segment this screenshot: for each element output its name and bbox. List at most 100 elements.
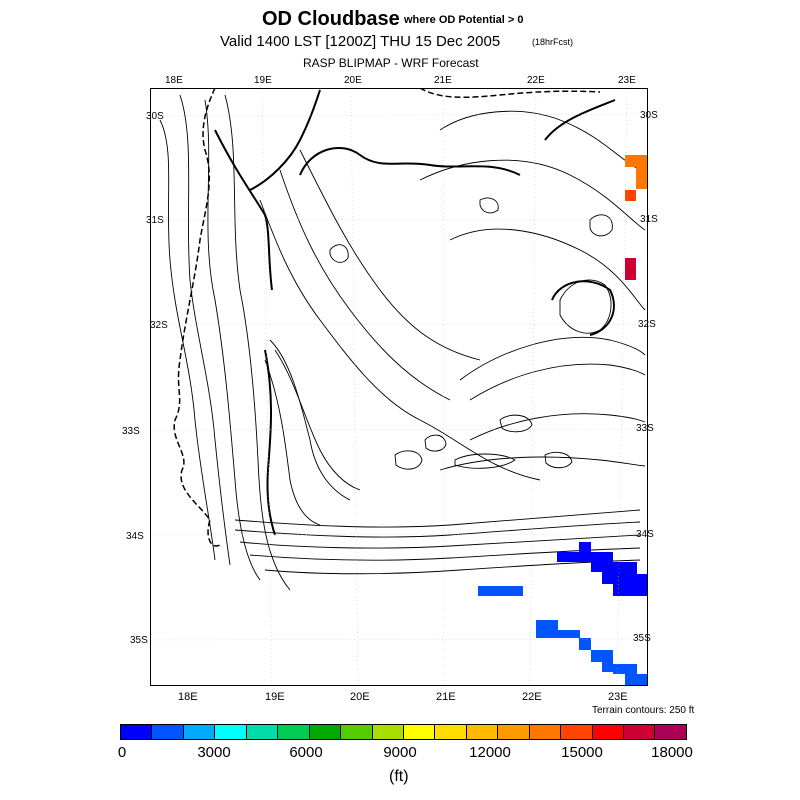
lat-label-right: 32S (638, 319, 656, 330)
terrain-contour (259, 199, 541, 481)
colorbar-tick-label: 12000 (469, 744, 511, 761)
forecast-hour: (18hrFcst) (532, 37, 574, 47)
terrain-contour (424, 434, 447, 452)
colorbar-swatch (309, 725, 342, 739)
od-cloudbase-cell (591, 552, 613, 572)
colorbar-swatch (121, 725, 153, 739)
od-cloudbase-cell (613, 562, 637, 574)
lat-label-left: 30S (146, 111, 164, 122)
terrain-contour (589, 214, 613, 237)
lat-label-left: 31S (146, 215, 164, 226)
thick-contour (264, 349, 276, 536)
od-cloudbase-cell (625, 674, 647, 686)
od-cloudbase-cell (625, 190, 636, 201)
lat-label-right: 33S (636, 423, 654, 434)
coastline (419, 88, 601, 99)
colorbar-tick-label: 18000 (651, 744, 693, 761)
colorbar-swatch (278, 725, 310, 739)
thick-contour (214, 129, 273, 291)
thick-contour (551, 280, 615, 336)
od-cloudbase-cell (613, 574, 648, 596)
colorbar-swatch (498, 725, 530, 739)
lat-label-right: 34S (636, 529, 654, 540)
lon-label-bottom: 18E (178, 691, 198, 703)
terrain-contour (454, 453, 516, 469)
color-scale-bar (120, 724, 687, 740)
terrain-contour (439, 456, 646, 471)
colorbar-units: (ft) (389, 768, 409, 785)
od-cloudbase-cell (636, 167, 647, 189)
thick-contour (249, 89, 321, 191)
colorbar-swatch (624, 725, 656, 739)
thick-contour (299, 146, 521, 176)
colorbar-tick-label: 6000 (289, 744, 323, 761)
od-cloudbase-cell (579, 638, 591, 650)
map-title: OD Cloudbase (262, 8, 400, 30)
terrain-contour (224, 94, 291, 591)
lon-label-bottom: 23E (608, 691, 628, 703)
model-name: RASP BLIPMAP - WRF Forecast (303, 56, 479, 70)
lon-label-top: 21E (434, 75, 452, 86)
title-condition: where OD Potential > 0 (404, 14, 524, 26)
lon-label-top: 23E (618, 75, 636, 86)
terrain-contour (234, 509, 641, 528)
colorbar-swatch (435, 725, 467, 739)
od-cloudbase-cell (602, 662, 613, 672)
lon-label-bottom: 22E (522, 691, 542, 703)
lat-label-right: 30S (640, 110, 658, 121)
colorbar-swatch (372, 725, 404, 739)
od-cloudbase-cell (478, 586, 523, 596)
terrain-contour-note: Terrain contours: 250 ft (592, 705, 695, 716)
od-cloudbase-cell (602, 572, 613, 584)
lon-label-top: 20E (344, 75, 362, 86)
terrain-contour (264, 359, 321, 526)
terrain-contour (274, 349, 361, 491)
terrain-contour (499, 414, 533, 433)
lat-label-right: 35S (633, 633, 651, 644)
thick-contour (544, 99, 616, 141)
lat-label-left: 35S (130, 635, 148, 646)
colorbar-swatch (529, 725, 562, 739)
od-cloudbase-cell (536, 630, 580, 638)
colorbar-swatch (561, 725, 593, 739)
colorbar-swatch (246, 725, 279, 739)
terrain-contour (469, 413, 646, 441)
od-cloudbase-cell (591, 650, 613, 662)
terrain-contour (159, 119, 216, 561)
coastline (173, 88, 221, 547)
lat-label-left: 32S (150, 320, 168, 331)
lon-label-top: 22E (527, 75, 545, 86)
terrain-contour (269, 339, 351, 501)
terrain-contour (179, 94, 231, 566)
colorbar-tick-label: 15000 (561, 744, 603, 761)
lon-label-bottom: 19E (265, 691, 285, 703)
lon-label-bottom: 21E (436, 691, 456, 703)
colorbar-swatch (466, 725, 499, 739)
terrain-contour (449, 228, 646, 311)
colorbar-tick-label: 0 (117, 744, 127, 761)
od-cloudbase-cell (536, 620, 558, 630)
colorbar-swatch (183, 725, 216, 739)
terrain-contour (299, 149, 481, 361)
lon-label-top: 18E (165, 75, 183, 86)
od-cloudbase-cell (625, 155, 647, 167)
colorbar-swatch (152, 725, 184, 739)
lon-label-bottom: 20E (350, 691, 370, 703)
od-cloudbase-cell (579, 542, 591, 562)
colorbar-swatch (655, 725, 686, 739)
lat-label-right: 31S (640, 214, 658, 225)
colorbar-swatch (215, 725, 247, 739)
terrain-contour (439, 110, 641, 171)
map-frame (150, 88, 648, 686)
terrain-contour (239, 534, 641, 549)
terrain-contour (469, 363, 646, 401)
lat-label-left: 33S (122, 426, 140, 437)
colorbar-swatch (592, 725, 624, 739)
colorbar-tick-label: 9000 (383, 744, 417, 761)
valid-time: Valid 1400 LST [1200Z] THU 15 Dec 2005 (220, 33, 501, 50)
od-cloudbase-cell (625, 258, 636, 280)
terrain-contour (479, 197, 499, 214)
od-cloudbase-cell (613, 664, 637, 674)
terrain-contour (234, 521, 641, 538)
terrain-contour (329, 244, 349, 263)
